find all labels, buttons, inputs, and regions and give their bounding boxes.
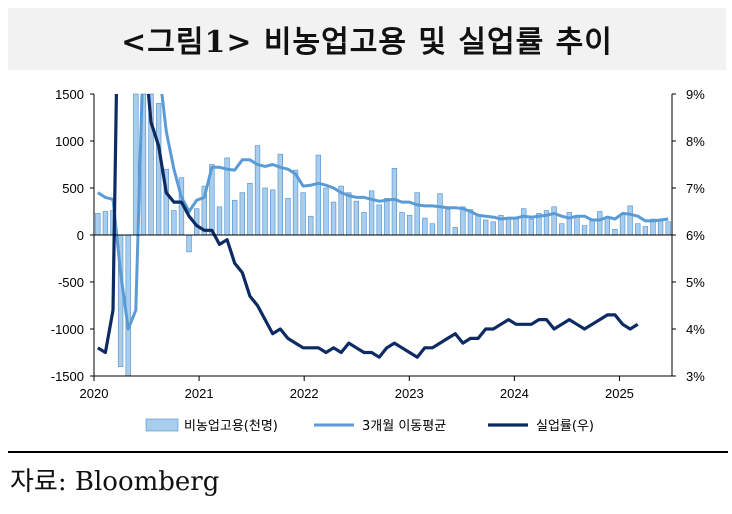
- payroll-bar: [657, 220, 664, 236]
- payroll-bar: [391, 167, 398, 236]
- payroll-bar: [612, 229, 618, 236]
- left-tick-label: 500: [62, 181, 84, 196]
- right-axis-ticks: 9% 8% 7% 6% 5% 4% 3%: [672, 87, 705, 384]
- series-lines: [96, 94, 669, 359]
- moving-average-line: [97, 94, 669, 331]
- payroll-bar: [270, 189, 276, 236]
- left-tick-label: -1500: [51, 369, 84, 384]
- payroll-bar: [574, 215, 580, 236]
- chart-title: <그림1> 비농업고용 및 실업률 추이: [121, 25, 613, 60]
- right-tick-label: 6%: [686, 228, 705, 243]
- payroll-bar: [239, 192, 245, 236]
- x-tick-label: 2024: [500, 386, 529, 401]
- payroll-bar: [597, 211, 603, 236]
- payroll-bar: [483, 219, 489, 236]
- payroll-bar: [399, 212, 405, 236]
- payroll-bar: [627, 205, 633, 236]
- payroll-bar: [384, 198, 390, 236]
- payroll-bar: [247, 183, 253, 236]
- payroll-bar: [604, 217, 611, 236]
- right-tick-label: 7%: [686, 181, 705, 196]
- payroll-bar: [513, 218, 519, 236]
- payroll-bar: [232, 199, 238, 236]
- right-tick-label: 9%: [686, 87, 705, 102]
- left-axis-ticks: 1500 1000 500 0 -500 -1000 -1500: [51, 87, 94, 384]
- payroll-bar: [262, 187, 268, 236]
- payroll-bar: [414, 192, 420, 236]
- divider: [8, 451, 728, 453]
- payroll-bar: [292, 169, 299, 236]
- payroll-bar: [216, 206, 223, 236]
- payroll-bar: [406, 214, 413, 236]
- payroll-bar: [330, 201, 337, 236]
- right-tick-label: 4%: [686, 322, 705, 337]
- x-tick-label: 2025: [605, 386, 634, 401]
- payroll-bar: [452, 227, 458, 236]
- payroll-bar: [422, 217, 428, 236]
- payroll-bar: [102, 211, 109, 236]
- left-tick-label: 1000: [55, 134, 84, 149]
- payroll-bar: [444, 209, 451, 236]
- payroll-bar: [361, 212, 367, 236]
- payroll-bar: [125, 234, 131, 377]
- x-tick-label: 2023: [395, 386, 424, 401]
- payroll-bar: [171, 210, 177, 236]
- payroll-bar: [559, 223, 565, 236]
- legend-label-ma: 3개월 이동평균: [362, 419, 446, 434]
- legend: 비농업고용(천명) 3개월 이동평균 실업률(우): [145, 418, 594, 434]
- payroll-bar: [589, 220, 595, 236]
- right-tick-label: 5%: [686, 275, 705, 290]
- payroll-bar: [186, 234, 192, 253]
- legend-swatch-payrolls: [145, 418, 179, 432]
- left-tick-label: 1500: [55, 87, 84, 102]
- x-axis-ticks: 2020 2021 2022 2023 2024 2025: [80, 376, 634, 401]
- title-bar: <그림1> 비농업고용 및 실업률 추이: [8, 8, 726, 70]
- payroll-bar: [285, 198, 291, 236]
- payroll-bar: [95, 213, 101, 236]
- payroll-bar: [300, 192, 306, 236]
- payroll-bar: [155, 103, 162, 236]
- left-tick-label: 0: [77, 228, 84, 243]
- payroll-bar: [528, 218, 534, 236]
- x-tick-label: 2020: [80, 386, 109, 401]
- legend-label-payrolls: 비농업고용(천명): [184, 419, 278, 434]
- payroll-bar: [505, 217, 512, 236]
- left-tick-label: -500: [58, 275, 84, 290]
- payroll-bar: [323, 187, 329, 236]
- x-tick-label: 2021: [185, 386, 214, 401]
- unemployment-line: [96, 94, 639, 359]
- left-tick-label: -1000: [51, 322, 84, 337]
- payroll-bar: [581, 225, 588, 236]
- payroll-bars: [95, 93, 671, 377]
- payroll-bar: [376, 204, 382, 236]
- payroll-bar: [635, 223, 641, 236]
- payroll-bar: [346, 192, 352, 236]
- payroll-bar: [490, 221, 496, 236]
- payroll-bar: [665, 221, 671, 236]
- payroll-bar: [566, 212, 572, 236]
- source-note: 자료: Bloomberg: [10, 467, 220, 497]
- payroll-bar: [551, 206, 557, 236]
- payroll-bar: [619, 214, 626, 236]
- payroll-bar: [642, 226, 649, 236]
- right-tick-label: 8%: [686, 134, 705, 149]
- payroll-bar: [429, 223, 436, 236]
- chart: 1500 1000 500 0 -500 -1000 -1500 9% 8% 7% 6% 5% 4% 3…: [51, 87, 705, 434]
- payroll-bar: [353, 200, 360, 236]
- payroll-bar: [315, 154, 322, 236]
- right-tick-label: 3%: [686, 369, 705, 384]
- payroll-bar: [475, 214, 481, 236]
- payroll-bar: [460, 206, 466, 236]
- payroll-bar: [254, 145, 261, 236]
- legend-label-unemployment: 실업률(우): [536, 419, 594, 434]
- payroll-bar: [308, 215, 314, 236]
- axes: [93, 94, 673, 377]
- x-tick-label: 2022: [290, 386, 319, 401]
- payroll-bar: [521, 208, 527, 236]
- payroll-bar: [437, 193, 443, 236]
